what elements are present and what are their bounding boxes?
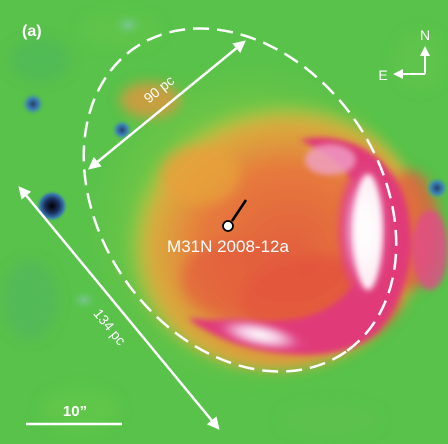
major-axis-arrow [18,186,220,430]
nova-label: M31N 2008-12a [167,237,289,256]
compass-north-label: N [420,27,430,43]
nova-pointer [230,199,248,222]
compass-east-label: E [378,67,387,83]
field-star [425,176,448,200]
compass: N E [378,27,430,83]
panel-label: (a) [22,23,42,40]
faint-patch [110,11,146,39]
scale-bar-label: 10” [63,403,87,420]
field-star [36,190,68,222]
field-star [21,92,45,116]
minor-axis-arrow [88,40,246,170]
rim-core [354,174,382,290]
field-star [111,119,133,141]
scale-bar: 10” [26,403,122,426]
nova-marker [222,220,234,232]
